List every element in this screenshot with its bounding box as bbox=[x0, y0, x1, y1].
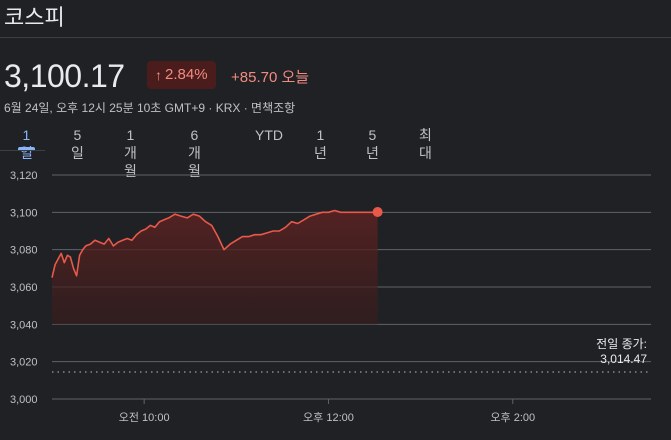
header-divider bbox=[0, 37, 671, 38]
x-tick-label: 오후 2:00 bbox=[490, 411, 535, 424]
current-price: 3,100.17 bbox=[4, 58, 125, 94]
y-tick-label: 3,020 bbox=[10, 357, 38, 369]
previous-close-title: 전일 종가: bbox=[596, 337, 647, 351]
change-percent-badge: ↑ 2.84% bbox=[147, 61, 216, 89]
previous-close-value: 3,014.47 bbox=[600, 352, 647, 366]
y-tick-label: 3,100 bbox=[10, 207, 38, 219]
price-line bbox=[51, 209, 378, 278]
tab-1y[interactable]: 1년 bbox=[314, 127, 327, 161]
current-point bbox=[372, 207, 383, 218]
tab-5d[interactable]: 5일 bbox=[71, 127, 84, 161]
arrow-up-icon: ↑ bbox=[155, 67, 162, 83]
tab-ytd[interactable]: YTD bbox=[255, 127, 283, 143]
tab-max[interactable]: 최대 bbox=[419, 127, 432, 161]
y-tick-label: 3,040 bbox=[10, 319, 38, 331]
y-tick-label: 3,000 bbox=[10, 394, 38, 406]
quote-meta: 6월 24일, 오후 12시 25분 10초 GMT+9 · KRX · 면책조… bbox=[4, 101, 296, 115]
tabs-divider bbox=[0, 150, 45, 151]
previous-close-label: 전일 종가: 3,014.47 bbox=[596, 337, 647, 367]
x-tick-label: 오전 10:00 bbox=[119, 411, 170, 424]
tab-1d[interactable]: 1일 bbox=[18, 127, 35, 161]
y-tick-label: 3,120 bbox=[10, 170, 38, 182]
tab-1m[interactable]: 1개월 bbox=[124, 127, 137, 179]
tab-5y[interactable]: 5년 bbox=[366, 127, 379, 161]
change-percent: 2.84% bbox=[165, 66, 208, 83]
y-tick-label: 3,060 bbox=[10, 282, 38, 294]
x-tick-label: 오후 12:00 bbox=[303, 411, 354, 424]
y-tick-label: 3,080 bbox=[10, 245, 38, 257]
price-area bbox=[52, 210, 378, 325]
page-title: 코스피 bbox=[4, 5, 65, 30]
change-absolute: +85.70 오늘 bbox=[231, 69, 310, 86]
